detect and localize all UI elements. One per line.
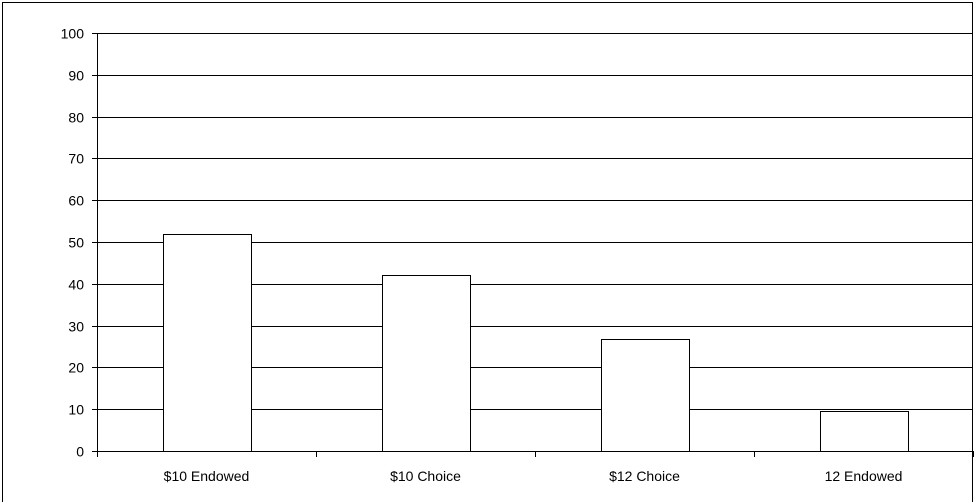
x-tick-label: 12 Endowed (825, 468, 903, 484)
y-tick-label: 70 (68, 151, 84, 167)
bar-2 (601, 339, 690, 452)
x-tick-label: $10 Choice (390, 468, 461, 484)
y-tick-label: 40 (68, 277, 84, 293)
x-tick-labels: $10 Endowed $10 Choice $12 Choice 12 Endowe… (164, 468, 903, 484)
y-tick-label: 30 (68, 319, 84, 335)
bar-3 (820, 411, 909, 452)
x-tick-label: $10 Endowed (164, 468, 250, 484)
y-tick-label: 80 (68, 110, 84, 126)
bar-1 (382, 275, 471, 452)
y-tick-label: 10 (68, 402, 84, 418)
x-tick-label: $12 Choice (609, 468, 680, 484)
y-tick-label: 90 (68, 68, 84, 84)
y-tick-labels: 0 10 20 30 40 50 60 70 80 90 100 (61, 26, 85, 460)
y-tick-label: 60 (68, 193, 84, 209)
bar-0 (163, 234, 252, 452)
y-tick-label: 0 (76, 444, 84, 460)
y-tick-label: 20 (68, 360, 84, 376)
axes (92, 33, 974, 457)
y-tick-label: 50 (68, 235, 84, 251)
y-tick-label: 100 (61, 26, 85, 42)
bars (163, 234, 909, 452)
